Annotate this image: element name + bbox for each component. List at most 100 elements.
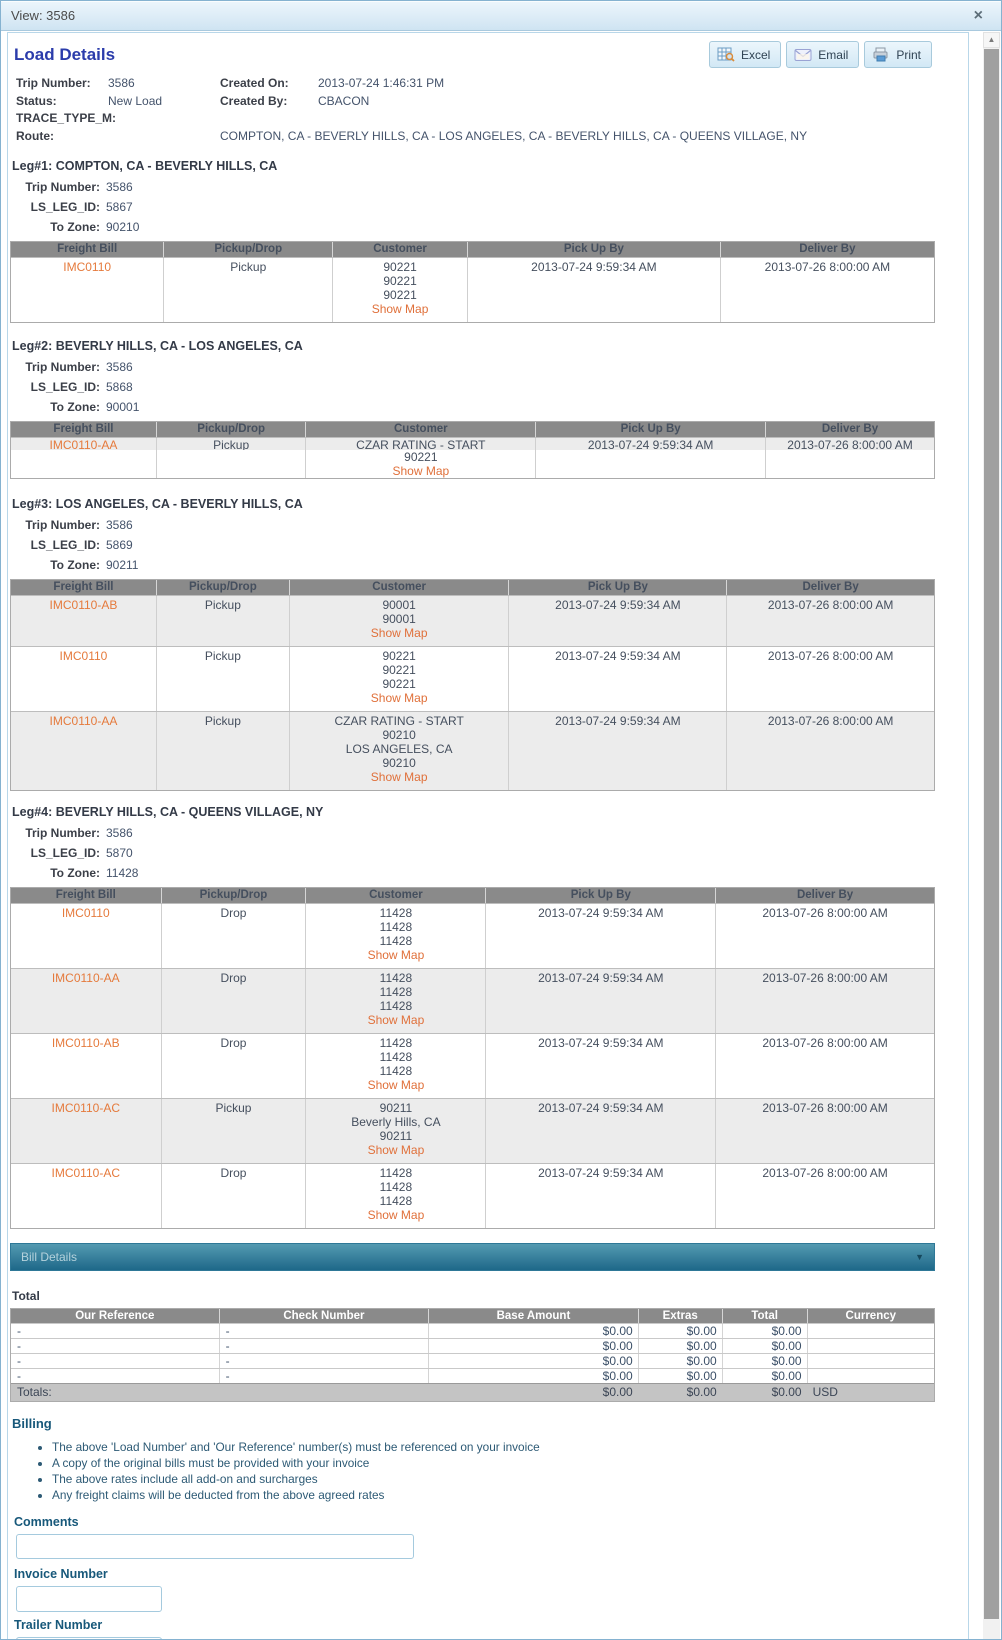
comments-input[interactable] bbox=[16, 1534, 414, 1559]
table-header-row: Freight Bill Pickup/Drop Customer Pick Up B… bbox=[11, 242, 934, 257]
leg-title: Leg#4: BEVERLY HILLS, CA - QUEENS VILLAG… bbox=[12, 805, 324, 819]
leg-title: Leg#1: COMPTON, CA - BEVERLY HILLS, CA bbox=[12, 159, 278, 173]
route-value: COMPTON, CA - BEVERLY HILLS, CA - LOS AN… bbox=[220, 128, 808, 143]
freight-bill-link[interactable]: IMC0110 bbox=[61, 906, 110, 920]
leg-ls-leg-id-row: LS_LEG_ID: 5869 bbox=[8, 535, 968, 555]
clipped-band: IMC0110-AA Pickup CZAR RATING - START 2013-… bbox=[11, 438, 934, 450]
print-button[interactable]: Print bbox=[864, 41, 932, 68]
show-map-link[interactable]: Show Map bbox=[370, 770, 428, 784]
show-map-link[interactable]: Show Map bbox=[367, 1013, 425, 1027]
leg-meta: Trip Number: 3586 LS_LEG_ID: 5867 To Zone: 90… bbox=[8, 177, 968, 237]
leg-section: Leg#4: BEVERLY HILLS, CA - QUEENS VILLAG… bbox=[8, 805, 968, 1229]
leg-trip-number-row: Trip Number: 3586 bbox=[8, 515, 968, 535]
table-row: IMC0110-AC Drop 11428 11428 11428 Show Map 201… bbox=[11, 1163, 934, 1228]
show-map-link[interactable]: Show Map bbox=[367, 1143, 425, 1157]
chevron-down-icon: ▼ bbox=[915, 1252, 924, 1262]
leg-ls-leg-id-row: LS_LEG_ID: 5867 bbox=[8, 197, 968, 217]
column-header: Freight Bill bbox=[53, 581, 114, 593]
leg-to-zone-value: 90211 bbox=[106, 558, 139, 572]
vertical-scrollbar[interactable]: ▲ bbox=[983, 32, 1000, 1639]
freight-bill-link[interactable]: IMC0110-AC bbox=[51, 1166, 120, 1180]
column-header: Pickup/Drop bbox=[160, 888, 306, 903]
deliver-by-cell: 2013-07-26 8:00:00 AM bbox=[715, 1099, 934, 1163]
pickup-drop-cell: Drop bbox=[160, 1034, 306, 1098]
trailer-number-input[interactable] bbox=[16, 1637, 162, 1639]
extras-cell: $0.00 bbox=[637, 1324, 722, 1338]
table-row: IMC0110 Pickup 90221 90221 90221 Show Map 2013… bbox=[11, 646, 934, 711]
customer-cell: 11428 11428 11428 Show Map bbox=[305, 904, 485, 968]
trailer-number-field bbox=[16, 1637, 162, 1639]
column-header: Base Amount bbox=[428, 1309, 638, 1323]
show-map-link[interactable]: Show Map bbox=[367, 948, 425, 962]
created-on-label: Created On: bbox=[220, 76, 289, 90]
freight-bill-link[interactable]: IMC0110-AA bbox=[49, 714, 118, 728]
leg-ls-leg-id-value: 5868 bbox=[106, 380, 133, 394]
column-header: Pickup/Drop bbox=[155, 580, 289, 595]
billing-note: Any freight claims will be deducted from… bbox=[52, 1488, 968, 1503]
column-header: Freight Bill bbox=[55, 889, 116, 901]
scrollbar-up-arrow[interactable]: ▲ bbox=[983, 32, 1000, 48]
pickup-drop-cell: Pickup bbox=[155, 712, 289, 790]
deliver-by-cell: 2013-07-26 8:00:00 AM bbox=[715, 1164, 934, 1228]
leg-table: Freight Bill Pickup/Drop Customer Pick Up B… bbox=[10, 579, 935, 791]
freight-bill-link[interactable]: IMC0110-AB bbox=[49, 598, 118, 612]
billing-note: The above 'Load Number' and 'Our Referen… bbox=[52, 1440, 968, 1455]
freight-bill-link[interactable]: IMC0110-AA bbox=[49, 438, 118, 450]
customer-line: 11428 bbox=[379, 1166, 413, 1180]
customer-line: 90221 bbox=[382, 649, 416, 663]
bill-details-toggle[interactable]: Bill Details ▼ bbox=[10, 1243, 935, 1271]
totals-data-row: - - $0.00 $0.00 $0.00 bbox=[11, 1323, 934, 1338]
column-header: Customer bbox=[305, 888, 485, 903]
leg-to-zone-value: 90001 bbox=[106, 400, 140, 414]
pickup-drop-cell: Drop bbox=[160, 904, 306, 968]
table-row: IMC0110-AC Pickup 90211 Beverly Hills, CA 90… bbox=[11, 1098, 934, 1163]
pick-up-by-cell: 2013-07-24 9:59:34 AM bbox=[485, 1164, 715, 1228]
invoice-number-input[interactable] bbox=[16, 1586, 162, 1612]
column-header: Deliver By bbox=[719, 242, 934, 257]
pick-up-by-cell: 2013-07-24 9:59:34 AM bbox=[508, 647, 726, 711]
column-header: Freight Bill bbox=[53, 423, 114, 435]
currency-cell bbox=[806, 1369, 934, 1383]
freight-bill-link[interactable]: IMC0110 bbox=[63, 260, 112, 274]
leg-ls-leg-id-row: LS_LEG_ID: 5870 bbox=[8, 843, 968, 863]
total-section-title: Total bbox=[12, 1289, 40, 1303]
trailer-number-label: Trailer Number bbox=[14, 1618, 103, 1632]
freight-bill-link[interactable]: IMC0110-AB bbox=[51, 1036, 120, 1050]
freight-bill-link[interactable]: IMC0110-AC bbox=[51, 1101, 120, 1115]
deliver-by-cell: 2013-07-26 8:00:00 AM bbox=[726, 712, 934, 790]
show-map-link[interactable]: Show Map bbox=[371, 302, 429, 316]
excel-button[interactable]: Excel bbox=[708, 41, 782, 68]
deliver-by-cell: 2013-07-26 8:00:00 AM bbox=[715, 969, 934, 1033]
totals-currency: USD bbox=[812, 1385, 838, 1399]
freight-bill-link[interactable]: IMC0110 bbox=[59, 649, 108, 663]
freight-bill-cell: IMC0110-AB bbox=[11, 1034, 161, 1098]
window-title: View: 3586 bbox=[11, 8, 76, 23]
scrollbar-thumb[interactable] bbox=[984, 49, 999, 1619]
customer-line: 90211 bbox=[379, 1129, 413, 1143]
show-map-link[interactable]: Show Map bbox=[370, 626, 428, 640]
billing-notes-list: The above 'Load Number' and 'Our Referen… bbox=[8, 1440, 968, 1503]
trip-number-label: Trip Number: bbox=[16, 76, 91, 90]
total-cell: $0.00 bbox=[721, 1354, 807, 1368]
pick-up-by-cell: 2013-07-24 9:59:34 AM bbox=[485, 1034, 715, 1098]
freight-bill-link[interactable]: IMC0110-AA bbox=[51, 971, 120, 985]
leg-ls-leg-id-value: 5870 bbox=[106, 846, 133, 860]
column-header: Pick Up By bbox=[485, 888, 715, 903]
show-map-link[interactable]: Show Map bbox=[392, 464, 450, 478]
show-map-link[interactable]: Show Map bbox=[370, 691, 428, 705]
leg-to-zone-row: To Zone: 11428 bbox=[8, 863, 968, 883]
freight-bill-cell: IMC0110-AC bbox=[11, 1164, 161, 1228]
table-cell bbox=[765, 450, 934, 478]
email-button[interactable]: Email bbox=[786, 41, 860, 68]
currency-cell bbox=[806, 1339, 934, 1353]
show-map-link[interactable]: Show Map bbox=[367, 1078, 425, 1092]
freight-bill-cell: IMC0110-AC bbox=[11, 1099, 161, 1163]
customer-cell: CZAR RATING - START 90210 LOS ANGELES, CA 9… bbox=[288, 712, 509, 790]
close-icon[interactable]: × bbox=[973, 6, 983, 24]
pickup-drop-cell: Pickup bbox=[163, 258, 332, 322]
leg-table: Freight Bill Pickup/Drop Customer Pick Up B… bbox=[10, 421, 935, 479]
customer-line: 11428 bbox=[379, 985, 413, 999]
leg-trip-number-value: 3586 bbox=[106, 826, 133, 840]
show-map-link[interactable]: Show Map bbox=[367, 1208, 425, 1222]
totals-header-row: Our Reference Check Number Base Amount Extr… bbox=[11, 1309, 934, 1323]
